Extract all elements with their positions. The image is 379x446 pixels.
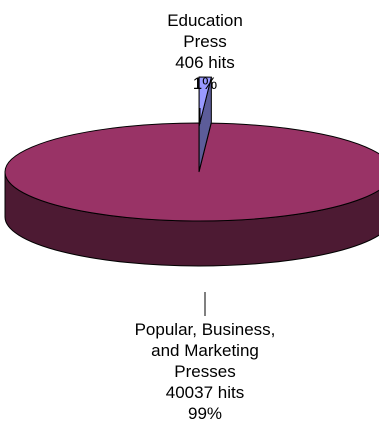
slice-label-line: and Marketing bbox=[151, 341, 259, 360]
slice-percent: 1% bbox=[192, 74, 218, 93]
slice-label-line: Popular, Business, bbox=[134, 320, 276, 339]
pie-slice-popular-presses-top bbox=[4, 122, 379, 222]
slice-hits: 40037 hits bbox=[165, 383, 245, 402]
slice-hits: 406 hits bbox=[175, 53, 235, 72]
pie-slice-education-press-top bbox=[198, 76, 212, 127]
slice-label-line: Press bbox=[183, 32, 227, 51]
slice-label-line: Education bbox=[167, 11, 243, 30]
pie-slices bbox=[4, 76, 379, 267]
slice-label-line: Presses bbox=[174, 362, 236, 381]
slice-label-popular-presses: Popular, Business, and Marketing Presses… bbox=[100, 319, 310, 424]
slice-label-education-press: Education Press 406 hits 1% bbox=[130, 10, 280, 94]
slice-percent: 99% bbox=[187, 404, 223, 423]
